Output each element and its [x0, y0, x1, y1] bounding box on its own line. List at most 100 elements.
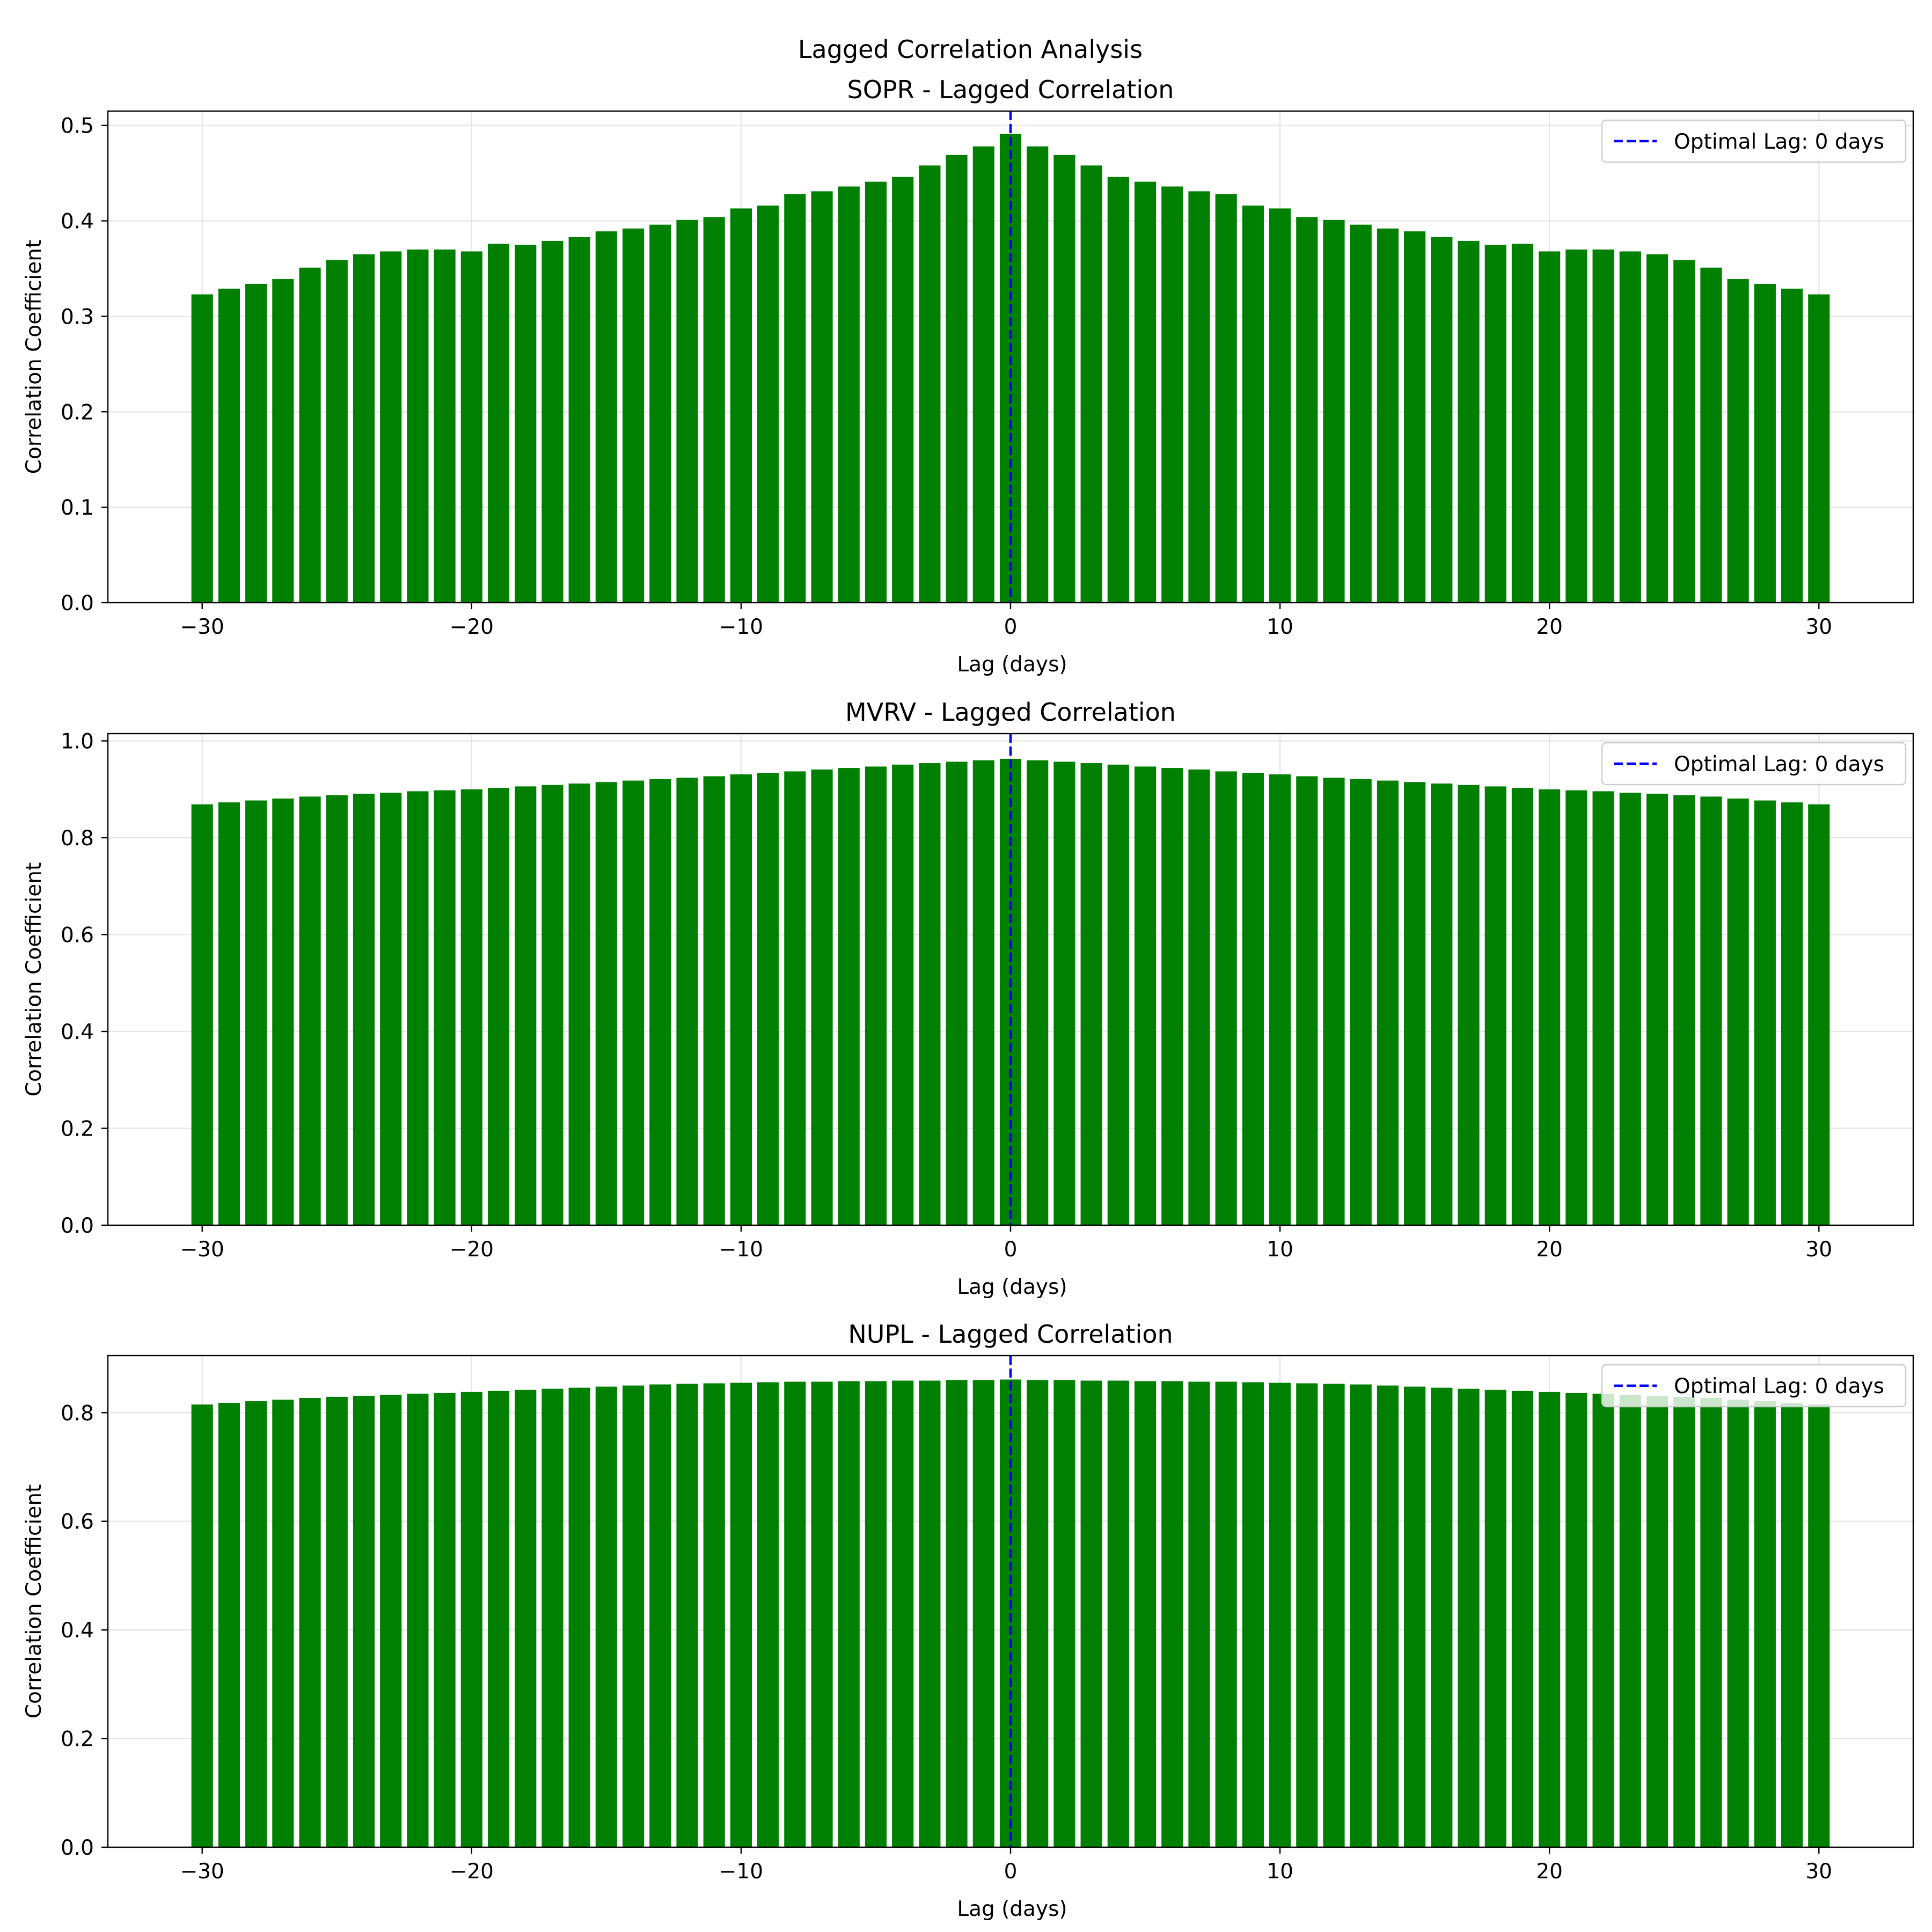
legend: Optimal Lag: 0 days [1601, 1364, 1907, 1408]
bar [218, 1403, 240, 1847]
x-tick-label: −20 [450, 615, 494, 639]
bar [1350, 779, 1372, 1225]
bar [1539, 251, 1561, 603]
bar [326, 795, 348, 1225]
bar [1161, 186, 1183, 603]
bar [353, 793, 375, 1225]
x-tick-label: −20 [450, 1860, 494, 1884]
bar [1377, 228, 1399, 603]
bar [487, 1391, 510, 1847]
x-tick-label: −30 [180, 615, 224, 639]
legend: Optimal Lag: 0 days [1601, 119, 1907, 163]
bar [865, 1381, 887, 1847]
bar [1027, 1380, 1049, 1847]
bar [1646, 1395, 1668, 1847]
bar [730, 208, 752, 603]
bar [649, 1384, 671, 1847]
bar [1080, 763, 1102, 1225]
bar [541, 240, 564, 603]
figure-suptitle: Lagged Correlation Analysis [798, 35, 1143, 64]
bar [1673, 260, 1695, 603]
bar [326, 1396, 348, 1847]
bar [972, 146, 994, 603]
bar [811, 769, 833, 1225]
x-tick-label: 20 [1536, 1860, 1563, 1884]
bar [1053, 762, 1075, 1225]
bar [811, 191, 833, 603]
bar [784, 771, 806, 1225]
x-axis-label: Lag (days) [957, 1275, 1067, 1299]
x-tick-label: 10 [1267, 615, 1293, 639]
bar [1808, 294, 1830, 603]
bar [1565, 790, 1587, 1225]
bar [1754, 1401, 1776, 1847]
y-tick-label: 1.0 [61, 730, 94, 754]
bar-series [191, 758, 1830, 1225]
bar [865, 766, 887, 1225]
bar [1592, 249, 1614, 603]
bar [838, 768, 860, 1225]
bar [460, 251, 482, 603]
legend-label: Optimal Lag: 0 days [1674, 752, 1884, 777]
x-tick-label: −30 [180, 1860, 224, 1884]
bar [730, 774, 752, 1225]
bar [272, 798, 294, 1225]
bar [1242, 206, 1264, 603]
bar [1323, 1384, 1345, 1847]
bar [919, 763, 941, 1225]
bar [892, 1380, 914, 1847]
y-tick-label: 0.1 [61, 496, 94, 520]
x-tick-label: −10 [719, 1860, 763, 1884]
bar [515, 1389, 537, 1847]
bar [1080, 165, 1102, 603]
bar [1700, 267, 1722, 603]
y-tick-label: 0.6 [61, 924, 94, 948]
bar [595, 1386, 617, 1847]
y-tick-label: 0.2 [61, 1728, 94, 1752]
bar [326, 260, 348, 603]
bar [1027, 760, 1049, 1225]
y-tick-label: 0.4 [61, 1619, 94, 1643]
bar [1673, 1396, 1695, 1847]
bar [784, 1381, 806, 1847]
bar [1431, 237, 1453, 603]
bar [1134, 181, 1157, 603]
bar [892, 764, 914, 1225]
bar [299, 1397, 321, 1847]
bar [245, 283, 267, 603]
bar [1781, 288, 1803, 603]
bar [946, 1380, 968, 1847]
bar [1296, 776, 1318, 1225]
bar [1565, 1393, 1587, 1847]
bar [1727, 798, 1749, 1225]
bar [1134, 766, 1157, 1225]
subplot-title: SOPR - Lagged Correlation [847, 75, 1174, 104]
bar [245, 800, 267, 1225]
bar [1269, 774, 1291, 1225]
x-tick-label: 30 [1805, 1238, 1832, 1262]
bar [191, 804, 213, 1225]
bar [434, 1393, 456, 1847]
bar [703, 1383, 725, 1847]
bar [757, 773, 779, 1225]
bar [1431, 1387, 1453, 1847]
x-tick-label: −30 [180, 1238, 224, 1262]
bar [649, 779, 671, 1225]
bar [1107, 177, 1129, 603]
bar [299, 267, 321, 603]
bar [1673, 795, 1695, 1225]
bar [1539, 789, 1561, 1225]
legend-box [1601, 742, 1907, 786]
bar [784, 194, 806, 603]
bar [1027, 146, 1049, 603]
bar [515, 786, 537, 1225]
y-tick-label: 0.3 [61, 305, 94, 329]
bar [380, 1394, 402, 1847]
x-axis-label: Lag (days) [957, 1897, 1067, 1921]
bar [838, 1381, 860, 1847]
y-tick-label: 0.0 [61, 1214, 94, 1238]
bar [1592, 791, 1614, 1225]
legend-label: Optimal Lag: 0 days [1674, 1374, 1884, 1399]
bar [595, 782, 617, 1225]
